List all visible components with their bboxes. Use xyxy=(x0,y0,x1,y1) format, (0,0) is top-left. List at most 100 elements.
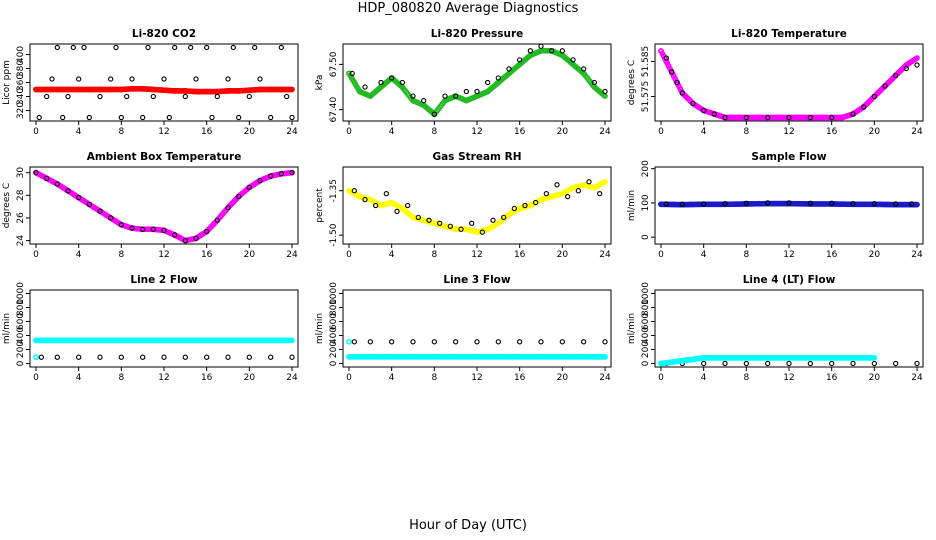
x-tick-label: 0 xyxy=(346,373,352,383)
data-point xyxy=(829,200,835,206)
data-point xyxy=(447,223,453,229)
data-point xyxy=(204,44,210,51)
data-point xyxy=(850,111,856,117)
data-point xyxy=(230,44,236,51)
panel-title: Li-820 Temperature xyxy=(731,28,847,40)
y-tick-label: 800 xyxy=(329,299,339,316)
series-black xyxy=(663,55,920,121)
data-point xyxy=(893,360,899,367)
y-tick-label: 800 xyxy=(641,299,651,316)
data-point xyxy=(278,171,284,177)
data-point xyxy=(421,97,427,104)
series-cyan xyxy=(346,354,608,360)
x-tick-label: 4 xyxy=(389,127,395,137)
data-point xyxy=(538,339,544,345)
data-point xyxy=(538,43,544,49)
data-point xyxy=(150,226,156,232)
y-axis-label: degrees C xyxy=(2,183,12,228)
data-point xyxy=(86,114,92,121)
data-point xyxy=(453,339,459,345)
series-magenta xyxy=(33,169,295,244)
x-tick-label: 12 xyxy=(471,127,482,137)
data-point xyxy=(76,354,82,360)
data-point xyxy=(236,114,242,121)
data-point xyxy=(44,175,50,181)
data-point xyxy=(351,188,357,194)
data-point xyxy=(570,57,576,63)
data-point xyxy=(278,44,284,51)
y-tick-label: 800 xyxy=(16,299,26,316)
x-tick-label: 16 xyxy=(826,373,838,383)
data-point xyxy=(669,69,675,75)
x-tick-label: 8 xyxy=(431,127,437,137)
data-point xyxy=(172,44,178,51)
panel-rh: Gas Stream RH percent 0 4 8 12 16 20 24 -1.50 -1.3… xyxy=(315,151,612,260)
data-point xyxy=(33,354,39,361)
data-point xyxy=(807,200,813,206)
data-point xyxy=(172,232,178,238)
data-point xyxy=(711,111,717,117)
x-tick-label: 0 xyxy=(33,373,39,383)
y-tick-label: 30 xyxy=(16,167,26,179)
series-magenta xyxy=(658,48,920,121)
y-tick-label: 200 xyxy=(641,341,651,358)
x-tick-label: 16 xyxy=(201,373,213,383)
y-tick-label: 0 xyxy=(16,360,26,366)
data-point xyxy=(517,339,523,345)
panel-title: Line 4 (LT) Flow xyxy=(743,274,836,286)
x-tick-label: 8 xyxy=(743,373,749,383)
data-point xyxy=(182,354,188,360)
data-point xyxy=(236,193,242,200)
data-point xyxy=(495,75,501,81)
x-tick-label: 20 xyxy=(244,373,256,383)
data-point xyxy=(912,55,919,62)
series-black xyxy=(351,179,603,235)
data-point xyxy=(554,182,560,188)
data-point xyxy=(893,72,899,79)
data-point xyxy=(765,360,771,367)
x-tick-label: 12 xyxy=(471,373,482,383)
data-point xyxy=(97,208,103,214)
y-tick-label: 200 xyxy=(329,341,339,358)
data-point xyxy=(373,202,379,209)
x-tick-label: 4 xyxy=(701,250,707,260)
data-point xyxy=(113,44,119,51)
data-point xyxy=(586,179,592,185)
data-point xyxy=(54,44,60,51)
data-point xyxy=(850,360,856,367)
data-point xyxy=(490,217,496,223)
data-point xyxy=(527,48,533,54)
y-axis-label: kPa xyxy=(315,75,325,91)
x-tick-label: 24 xyxy=(286,373,298,383)
data-point xyxy=(415,214,421,220)
data-point xyxy=(807,360,813,367)
x-tick-label: 16 xyxy=(201,250,213,260)
panel-title: Li-820 Pressure xyxy=(431,28,524,40)
y-tick-label: 320 xyxy=(16,102,26,119)
data-point xyxy=(268,114,274,121)
data-point xyxy=(252,44,258,51)
x-tick-label: 0 xyxy=(346,250,352,260)
data-point xyxy=(362,84,368,90)
x-tick-label: 4 xyxy=(389,250,395,260)
data-point xyxy=(49,76,55,82)
x-tick-label: 16 xyxy=(826,250,838,260)
y-tick-label: 51.575 xyxy=(641,81,651,113)
data-point xyxy=(743,360,749,367)
data-point xyxy=(289,354,295,360)
data-point xyxy=(410,93,416,99)
data-point xyxy=(786,114,792,121)
x-tick-label: 24 xyxy=(911,250,923,260)
x-tick-label: 4 xyxy=(76,373,82,383)
data-point xyxy=(405,202,411,209)
data-point xyxy=(690,100,696,107)
data-point xyxy=(225,205,231,211)
data-point xyxy=(129,225,135,231)
data-point xyxy=(565,193,571,200)
data-point xyxy=(474,339,480,345)
data-point xyxy=(581,66,587,72)
series-cyan xyxy=(33,337,295,344)
data-point xyxy=(909,201,915,207)
panel-box-temp: Ambient Box Temperature degrees C 0 4 8 12 16 2… xyxy=(2,151,299,260)
data-point xyxy=(193,235,199,241)
